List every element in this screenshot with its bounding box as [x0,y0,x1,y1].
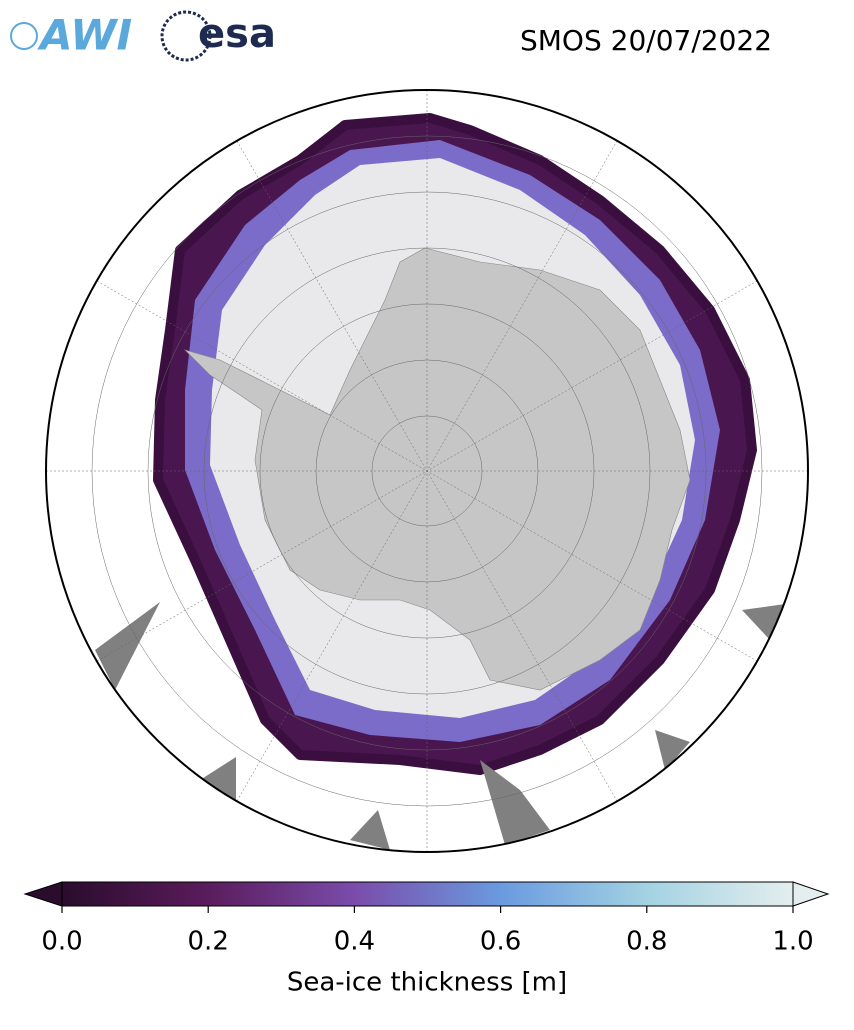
antarctica [183,247,691,691]
colorbar-label: Sea-ice thickness [m] [287,968,567,998]
colorbar-extend-high [792,881,830,907]
awi-globe [10,22,38,50]
colorbar-tick-label: 0.6 [480,927,521,957]
title: SMOS 20/07/2022 [520,24,772,57]
map-frame [45,89,809,853]
graticule [46,90,808,852]
colorbar-tick-label: 0.8 [626,927,667,957]
awi-logo: AWI [37,11,132,60]
colorbar-tick-label: 1.0 [772,927,813,957]
colorbar-tick-label: 0.2 [188,927,229,957]
esa-mark [160,10,212,62]
colorbar-bar [61,881,794,907]
map [46,90,808,852]
colorbar-tick-label: 0.0 [41,927,82,957]
colorbar-tick-label: 0.4 [334,927,375,957]
esa-logo: esa [198,11,276,57]
colorbar-extend-low [23,881,63,907]
colorbar: Sea-ice thickness [m] 0.0 0.2 0.4 0.6 0.8 1.0 [23,881,830,998]
logos: AWI esa [10,10,276,62]
